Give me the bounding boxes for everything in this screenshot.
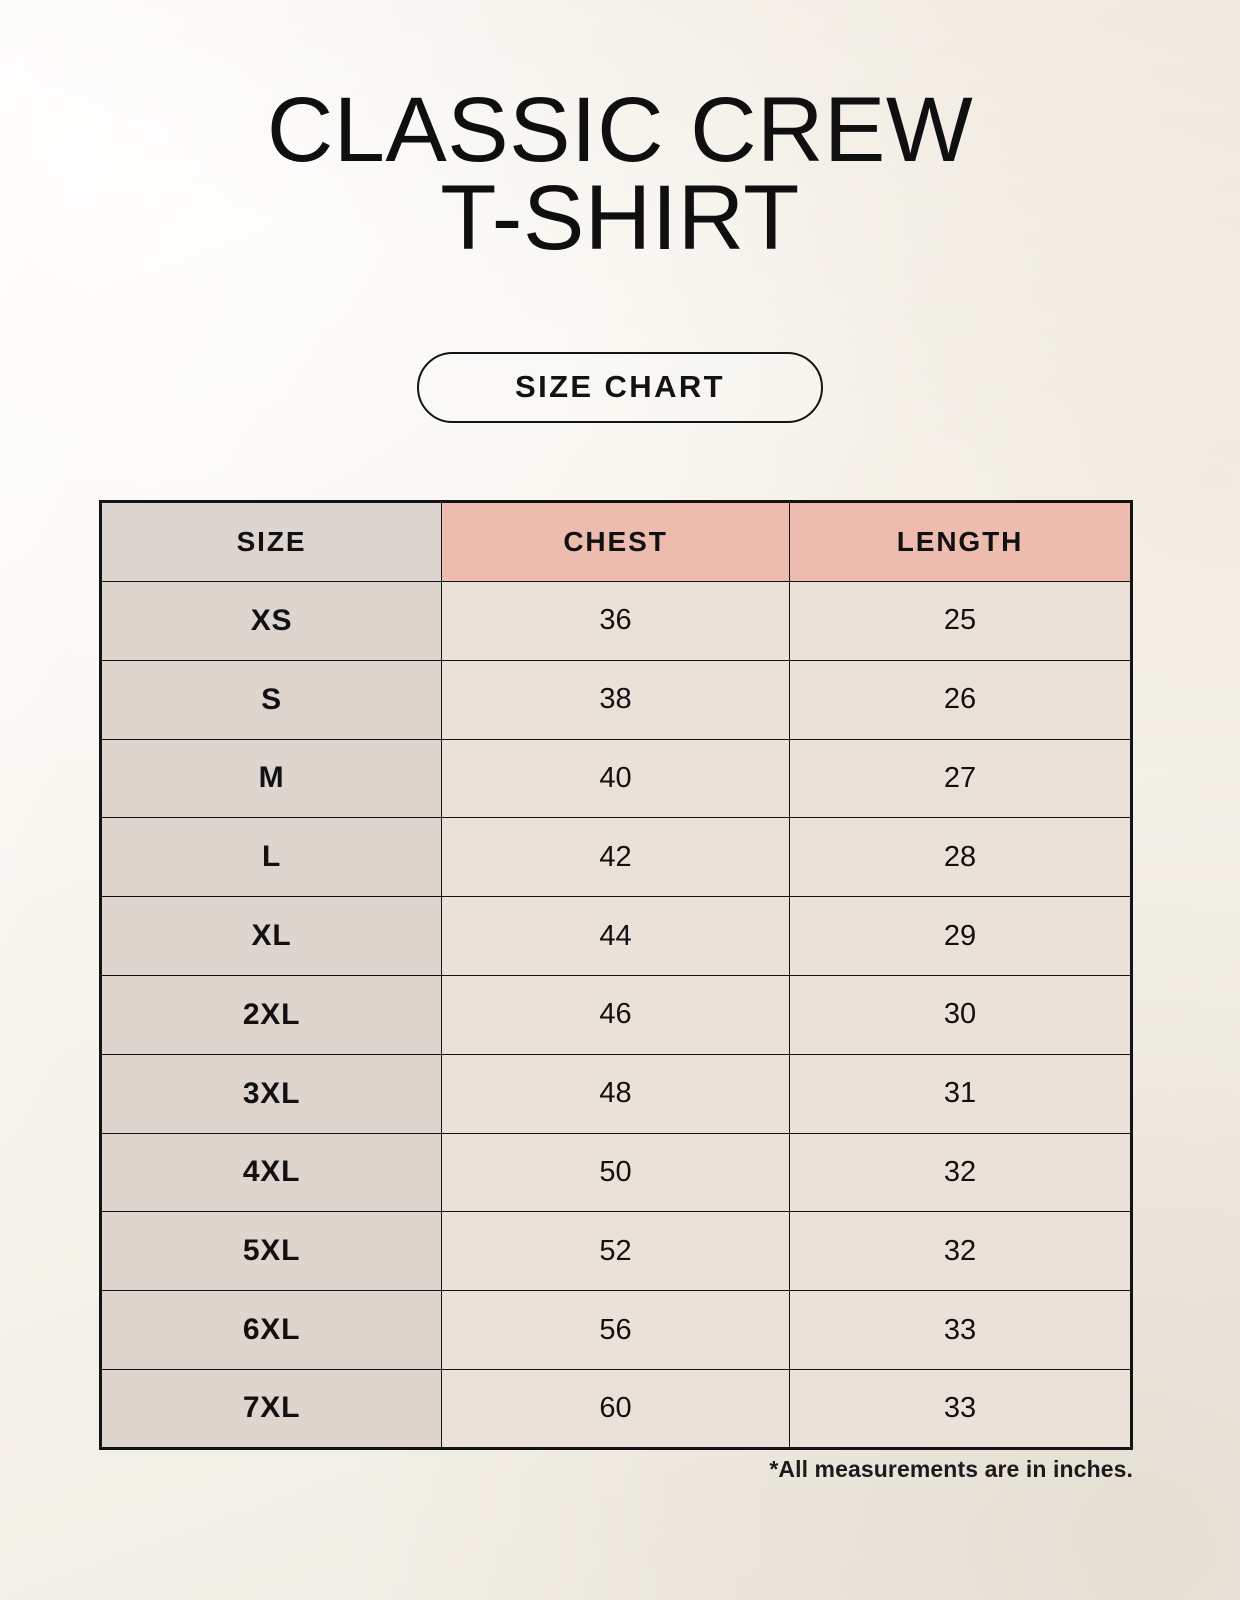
cell-chest: 42	[441, 817, 790, 898]
cell-length: 28	[789, 817, 1132, 898]
cell-length: 32	[789, 1132, 1132, 1213]
table-row: 5XL 52 32	[99, 1211, 1132, 1292]
cell-size: 7XL	[99, 1368, 443, 1449]
cell-length: 25	[789, 581, 1132, 661]
cell-size: 3XL	[99, 1053, 443, 1134]
cell-size: 4XL	[99, 1132, 443, 1213]
cell-chest: 38	[441, 659, 790, 740]
cell-chest: 50	[441, 1132, 790, 1213]
table-row: 4XL 50 32	[99, 1132, 1132, 1213]
page-title: CLASSIC CREW T-SHIRT	[266, 79, 974, 270]
table-header: SIZE CHEST LENGTH	[99, 501, 1132, 582]
column-header-size: SIZE	[99, 501, 443, 582]
table-row: 2XL 46 30	[99, 974, 1132, 1055]
table-row: 3XL 48 31	[99, 1053, 1132, 1134]
cell-size: XS	[99, 581, 443, 661]
cell-length: 26	[789, 659, 1132, 740]
column-header-length: LENGTH	[789, 501, 1132, 582]
cell-size: S	[99, 659, 443, 740]
table-body: XS 36 25 S 38 26 M 40 27 L 42 28 XL 44 29 2XL 46 30 3XL 48 3…	[99, 581, 1132, 1449]
table-row: XS 36 25	[99, 581, 1132, 661]
cell-length: 30	[789, 974, 1132, 1055]
table-row: 7XL 60 33	[99, 1368, 1132, 1449]
cell-size: 2XL	[99, 974, 443, 1055]
table-row: XL 44 29	[99, 896, 1132, 976]
badge-row: SIZE CHART	[0, 352, 1240, 423]
table-row: S 38 26	[99, 659, 1132, 740]
column-header-chest: CHEST	[441, 501, 790, 582]
cell-length: 29	[789, 896, 1132, 976]
cell-chest: 52	[441, 1211, 790, 1292]
cell-size: L	[99, 817, 443, 898]
measurement-footnote: *All measurements are in inches.	[769, 1456, 1133, 1482]
cell-size: 6XL	[99, 1290, 443, 1370]
cell-chest: 40	[441, 738, 790, 819]
table-row: 6XL 56 33	[99, 1290, 1132, 1370]
table-header-row: SIZE CHEST LENGTH	[99, 501, 1132, 582]
table-row: L 42 28	[99, 817, 1132, 898]
size-chart-badge: SIZE CHART	[417, 352, 823, 423]
table-row: M 40 27	[99, 738, 1132, 819]
cell-chest: 36	[441, 581, 790, 661]
size-table: SIZE CHEST LENGTH XS 36 25 S 38 26 M 40 27 L 42 28 X…	[99, 500, 1133, 1450]
cell-chest: 56	[441, 1290, 790, 1370]
cell-chest: 60	[441, 1368, 790, 1449]
cell-length: 33	[789, 1368, 1132, 1449]
cell-chest: 44	[441, 896, 790, 976]
cell-chest: 46	[441, 974, 790, 1055]
cell-length: 31	[789, 1053, 1132, 1134]
cell-size: XL	[99, 896, 443, 976]
cell-chest: 48	[441, 1053, 790, 1134]
cell-length: 32	[789, 1211, 1132, 1292]
cell-size: 5XL	[99, 1211, 443, 1292]
size-table-container: SIZE CHEST LENGTH XS 36 25 S 38 26 M 40 27 L 42 28 X…	[99, 500, 1133, 1450]
cell-size: M	[99, 738, 443, 819]
cell-length: 33	[789, 1290, 1132, 1370]
cell-length: 27	[789, 738, 1132, 819]
